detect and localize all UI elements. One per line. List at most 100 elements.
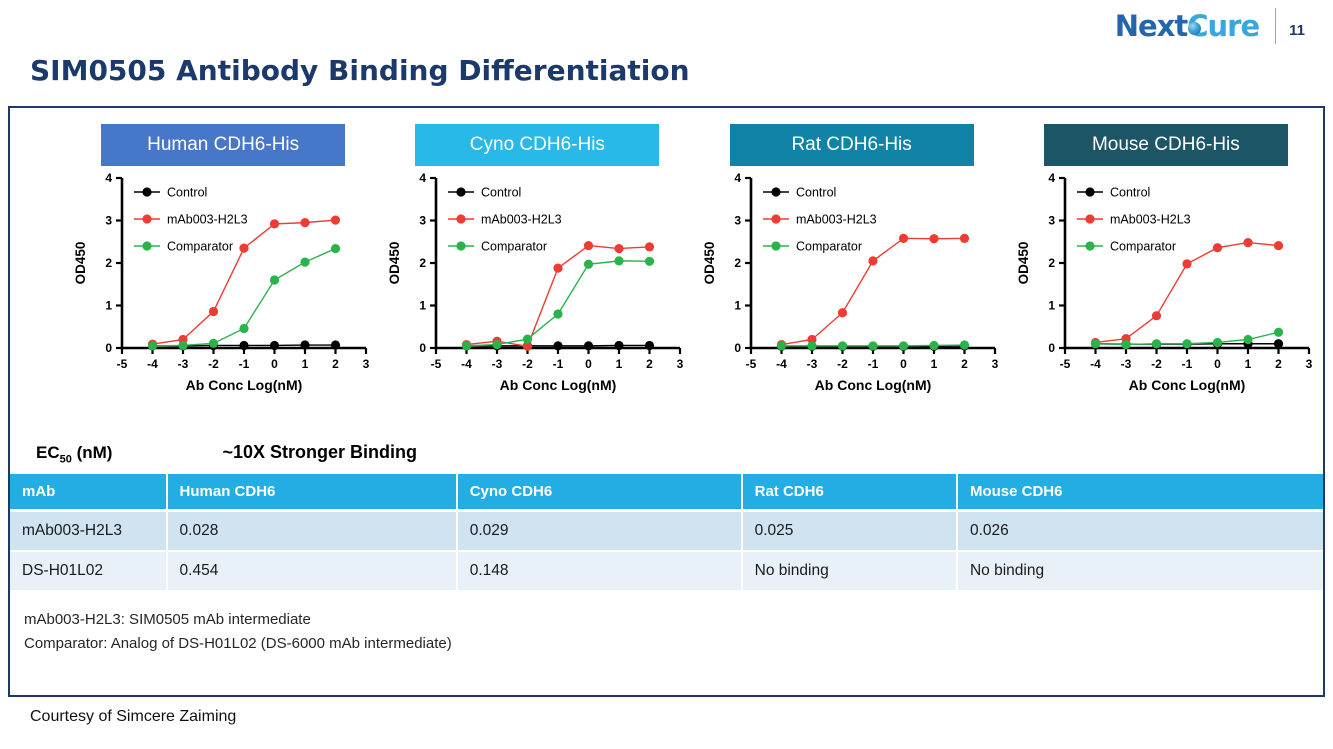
svg-text:3: 3 — [734, 214, 741, 228]
svg-text:3: 3 — [363, 357, 370, 371]
series-comparator — [462, 256, 655, 351]
svg-text:2: 2 — [1275, 357, 1282, 371]
table-cell: 0.454 — [167, 552, 458, 593]
axes: 0 1 2 3 4 -5 -4 -3 -2 -1 0 1 2 3 — [420, 171, 684, 371]
svg-text:-2: -2 — [837, 357, 848, 371]
svg-text:Comparator: Comparator — [1110, 240, 1176, 254]
svg-text:2: 2 — [1048, 256, 1055, 270]
table-row: DS-H01L02 0.454 0.148 No binding No binding — [10, 552, 1323, 593]
legend: Control mAb003-H2L3 Comparator — [134, 186, 248, 254]
svg-text:-1: -1 — [553, 357, 564, 371]
svg-text:-2: -2 — [1151, 357, 1162, 371]
svg-text:-3: -3 — [806, 357, 817, 371]
series-comparator — [776, 340, 969, 351]
y-axis-label: OD450 — [1016, 242, 1031, 285]
svg-text:2: 2 — [734, 256, 741, 270]
svg-text:mAb003-H2L3: mAb003-H2L3 — [481, 213, 562, 227]
header-logo-area: NextCure 11 — [1115, 8, 1305, 44]
svg-text:2: 2 — [647, 357, 654, 371]
svg-text:-3: -3 — [1121, 357, 1132, 371]
table-header-cell: Mouse CDH6 — [957, 474, 1323, 513]
series-mab003-h2l3 — [462, 240, 655, 351]
svg-text:0: 0 — [105, 341, 112, 355]
svg-text:0: 0 — [1048, 341, 1055, 355]
binding-curve-chart: 0 1 2 3 4 -5 -4 -3 -2 -1 0 1 2 3 Ab Conc Log(nM) OD450 C… — [1016, 171, 1313, 393]
svg-text:4: 4 — [105, 171, 112, 185]
svg-text:3: 3 — [677, 357, 684, 371]
svg-text:Control: Control — [1110, 186, 1150, 200]
table-cell: No binding — [742, 552, 958, 593]
chart-panel-rat: Rat CDH6-His 0 1 2 3 4 -5 -4 -3 -2 -1 0 1 2 3 Ab Conc L… — [695, 124, 1009, 408]
chart-panel-human: Human CDH6-His 0 1 2 3 4 -5 -4 -3 -2 -1 0 1 2 3 Ab Conc… — [66, 124, 380, 408]
globe-icon — [1187, 22, 1201, 35]
table-cell: 0.148 — [457, 552, 743, 593]
svg-text:-5: -5 — [1060, 357, 1071, 371]
series-comparator — [148, 243, 341, 351]
footnotes: mAb003-H2L3: SIM0505 mAb intermediate Com… — [24, 608, 1323, 655]
svg-text:-1: -1 — [1182, 357, 1193, 371]
svg-text:-4: -4 — [1090, 357, 1101, 371]
table-cell: 0.029 — [457, 512, 743, 553]
binding-curve-chart: 0 1 2 3 4 -5 -4 -3 -2 -1 0 1 2 3 Ab Conc Log(nM) OD450 C… — [387, 171, 684, 393]
table-header-cell: mAb — [10, 474, 168, 513]
svg-text:3: 3 — [420, 214, 427, 228]
page-divider — [1275, 8, 1277, 44]
svg-text:2: 2 — [105, 256, 112, 270]
svg-text:-4: -4 — [147, 357, 158, 371]
svg-text:1: 1 — [420, 299, 427, 313]
y-axis-label: OD450 — [387, 242, 402, 285]
svg-text:Comparator: Comparator — [481, 240, 547, 254]
svg-text:0: 0 — [586, 357, 593, 371]
svg-text:4: 4 — [734, 171, 741, 185]
table-cell: No binding — [957, 552, 1323, 593]
table-header-cell: Cyno CDH6 — [457, 474, 743, 513]
svg-text:Comparator: Comparator — [167, 240, 233, 254]
svg-text:2: 2 — [332, 357, 339, 371]
x-axis-label: Ab Conc Log(nM) — [814, 377, 931, 393]
svg-text:1: 1 — [616, 357, 623, 371]
series-comparator — [1090, 327, 1283, 350]
svg-text:3: 3 — [1306, 357, 1313, 371]
nextcure-logo: NextCure — [1114, 9, 1260, 43]
svg-text:-5: -5 — [431, 357, 442, 371]
svg-text:-4: -4 — [462, 357, 473, 371]
svg-text:0: 0 — [900, 357, 907, 371]
svg-text:-5: -5 — [745, 357, 756, 371]
table-header-row: mAb Human CDH6 Cyno CDH6 Rat CDH6 Mouse CDH6 — [10, 474, 1323, 513]
svg-text:1: 1 — [930, 357, 937, 371]
svg-text:mAb003-H2L3: mAb003-H2L3 — [796, 213, 877, 227]
svg-text:Control: Control — [796, 186, 836, 200]
axes: 0 1 2 3 4 -5 -4 -3 -2 -1 0 1 2 3 — [105, 171, 369, 371]
svg-text:0: 0 — [734, 341, 741, 355]
svg-text:Control: Control — [167, 186, 207, 200]
chart-title-bar: Human CDH6-His — [101, 124, 346, 166]
ec50-table: mAb Human CDH6 Cyno CDH6 Rat CDH6 Mouse CDH6… — [10, 474, 1323, 593]
svg-text:-5: -5 — [117, 357, 128, 371]
svg-text:2: 2 — [961, 357, 968, 371]
footnote-line: mAb003-H2L3: SIM0505 mAb intermediate — [24, 611, 311, 629]
table-header-cell: Rat CDH6 — [742, 474, 958, 513]
courtesy-text: Courtesy of Simcere Zaiming — [30, 708, 237, 725]
page-number: 11 — [1289, 21, 1305, 39]
chart-panel-cyno: Cyno CDH6-His 0 1 2 3 4 -5 -4 -3 -2 -1 0 1 2 3 Ab Conc … — [380, 124, 694, 408]
svg-text:3: 3 — [1048, 214, 1055, 228]
chart-title-bar: Cyno CDH6-His — [415, 124, 660, 166]
axes: 0 1 2 3 4 -5 -4 -3 -2 -1 0 1 2 3 — [1048, 171, 1312, 371]
series-mab003-h2l3 — [1090, 238, 1283, 348]
svg-text:4: 4 — [1048, 171, 1055, 185]
stronger-binding-annotation: ~10X Stronger Binding — [222, 442, 417, 462]
chart-title-bar: Rat CDH6-His — [729, 124, 974, 166]
svg-text:-3: -3 — [178, 357, 189, 371]
series-mab003-h2l3 — [148, 215, 341, 349]
legend: Control mAb003-H2L3 Comparator — [762, 186, 877, 254]
svg-text:mAb003-H2L3: mAb003-H2L3 — [1110, 213, 1191, 227]
logo-text-next: Next — [1114, 9, 1189, 43]
y-axis-label: OD450 — [73, 242, 88, 285]
svg-text:-3: -3 — [492, 357, 503, 371]
legend: Control mAb003-H2L3 Comparator — [448, 186, 562, 254]
content-box: Human CDH6-His 0 1 2 3 4 -5 -4 -3 -2 -1 0 1 2 3 Ab Conc… — [8, 106, 1325, 697]
svg-text:-1: -1 — [867, 357, 878, 371]
svg-text:-1: -1 — [239, 357, 250, 371]
svg-text:3: 3 — [991, 357, 998, 371]
